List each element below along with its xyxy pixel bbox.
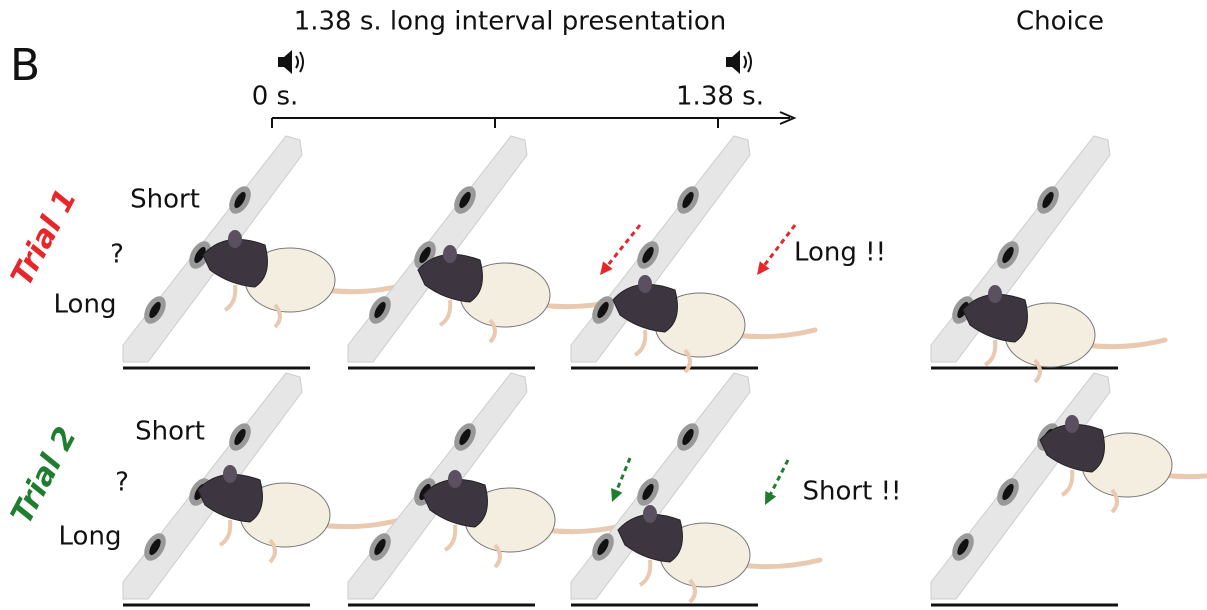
arrow-shaft: [761, 224, 797, 268]
feedback: Long !!: [794, 238, 886, 268]
chamber: [347, 135, 535, 370]
nose-port: [149, 538, 161, 556]
rat-ear: [443, 245, 457, 263]
rat-ear: [228, 230, 242, 248]
wall: [570, 372, 751, 600]
nose-port: [194, 246, 206, 264]
start-label: 0 s.: [252, 82, 299, 112]
rat-leg: [223, 284, 282, 329]
nose-port: [419, 483, 431, 501]
timeline-title: 1.38 s. long interval presentation: [294, 7, 727, 37]
trial-label: Trial 2: [4, 421, 84, 529]
nose-port: [149, 301, 161, 319]
chamber: [570, 372, 758, 607]
option-question: ?: [110, 240, 124, 270]
arrow-shaft: [768, 459, 790, 497]
nose-port: [1002, 246, 1014, 264]
nose-port: [459, 428, 471, 446]
arrow-head: [600, 261, 613, 275]
rat-tail: [1082, 337, 1168, 350]
rat-leg: [1060, 469, 1119, 514]
option-question: ?: [115, 468, 129, 498]
rat: [422, 470, 628, 569]
nose-port: [459, 191, 471, 209]
rat: [417, 245, 623, 344]
speaker-icon: [726, 50, 752, 74]
option-long: Long: [54, 290, 117, 320]
rat-ear: [638, 275, 652, 293]
nose-port: [374, 538, 386, 556]
nose-port: [234, 428, 246, 446]
rat-leg: [443, 524, 502, 569]
feedback: Short !!: [803, 477, 902, 507]
rat: [617, 505, 823, 604]
speaker-body: [278, 50, 292, 74]
rat-leg: [438, 299, 497, 344]
arrow-head: [757, 261, 770, 275]
rat: [202, 230, 408, 329]
option-short: Short: [135, 417, 205, 447]
rat-ear: [448, 470, 462, 488]
nose-port: [682, 428, 694, 446]
nose-port: [682, 191, 694, 209]
wall: [347, 135, 528, 363]
panel-label: B: [10, 40, 40, 91]
option-short: Short: [130, 185, 200, 215]
nose-port: [597, 538, 609, 556]
nose-port: [642, 483, 654, 501]
nose-port: [957, 538, 969, 556]
nose-port: [1002, 483, 1014, 501]
rat-leg: [633, 329, 692, 374]
rat: [197, 465, 403, 564]
option-long: Long: [59, 522, 122, 552]
arrow-shaft: [614, 457, 632, 494]
rat: [962, 285, 1168, 384]
rat: [1039, 415, 1207, 514]
nose-port: [419, 246, 431, 264]
choice-label: Choice: [1016, 7, 1104, 37]
rat-ear: [988, 285, 1002, 303]
speaker-body: [726, 50, 740, 74]
speaker-icon: [278, 50, 304, 74]
rat: [612, 275, 818, 374]
arrow-head: [765, 491, 777, 505]
end-label: 1.38 s.: [676, 82, 764, 112]
wall: [930, 372, 1111, 600]
rat-ear: [223, 465, 237, 483]
rat-ear: [643, 505, 657, 523]
rat-leg: [983, 339, 1042, 384]
nose-port: [642, 246, 654, 264]
arrow-shaft: [605, 224, 642, 269]
nose-port: [1042, 191, 1054, 209]
nose-port: [597, 301, 609, 319]
rat-tail: [737, 557, 823, 570]
trial-label: Trial 1: [4, 183, 84, 291]
rat-ear: [1065, 415, 1079, 433]
rat-tail: [317, 517, 403, 530]
nose-port: [234, 191, 246, 209]
speaker-wave: [743, 51, 752, 73]
nose-port: [374, 301, 386, 319]
rat-tail: [732, 327, 818, 340]
rat-leg: [638, 559, 697, 604]
chamber: [930, 372, 1118, 607]
speaker-wave: [295, 51, 304, 73]
rat-leg: [218, 519, 277, 564]
arrow-head: [611, 488, 623, 502]
timeline-axis: [271, 111, 797, 128]
